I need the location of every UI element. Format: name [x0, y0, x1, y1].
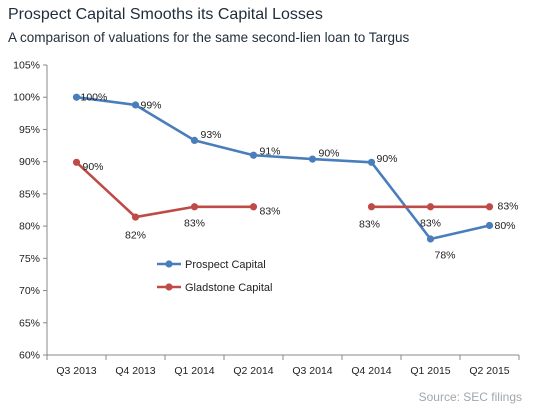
x-tick-label: Q3 2014 — [292, 365, 332, 377]
data-point — [190, 136, 199, 144]
y-tick-label: 95% — [19, 124, 40, 136]
y-tick-label: 100% — [13, 92, 40, 104]
data-label: 99% — [141, 99, 162, 111]
x-tick-label: Q2 2014 — [233, 365, 273, 377]
y-tick-label: 90% — [19, 156, 40, 168]
chart-subtitle: A comparison of valuations for the same … — [8, 30, 410, 45]
legend-marker — [165, 260, 173, 268]
data-point — [72, 158, 81, 166]
series-line-gladstone — [75, 161, 254, 219]
data-label: 90% — [83, 161, 104, 173]
data-point — [367, 158, 376, 166]
data-label: 83% — [420, 217, 441, 229]
data-label: 80% — [495, 220, 516, 232]
data-point — [72, 93, 81, 101]
y-tick-label: 105% — [13, 60, 40, 72]
data-label: 78% — [435, 250, 456, 262]
series-line-prospect — [76, 95, 490, 241]
y-tick-label: 65% — [19, 317, 40, 329]
y-tick-label: 85% — [19, 188, 40, 200]
data-point — [367, 203, 376, 211]
data-point — [131, 213, 140, 221]
data-point — [249, 151, 258, 159]
x-tick-label: Q1 2015 — [410, 365, 450, 377]
data-point — [249, 203, 258, 211]
legend-label: Gladstone Capital — [185, 282, 272, 294]
data-label: 83% — [184, 217, 205, 229]
data-label: 93% — [201, 129, 222, 141]
y-tick-label: 60% — [19, 350, 40, 362]
data-point — [426, 235, 435, 243]
legend-label: Prospect Capital — [185, 259, 266, 271]
x-tick-label: Q4 2014 — [351, 365, 391, 377]
data-label: 83% — [359, 218, 380, 230]
y-tick-label: 70% — [19, 285, 40, 297]
data-label: 83% — [498, 200, 519, 212]
data-point — [131, 101, 140, 109]
data-label: 82% — [125, 230, 146, 242]
data-label: 100% — [81, 92, 108, 104]
x-tick-label: Q3 2013 — [56, 365, 96, 377]
data-label: 90% — [319, 148, 340, 160]
legend: Prospect Capital Gladstone Capital — [157, 259, 272, 294]
x-tick-label: Q4 2013 — [115, 365, 155, 377]
data-point — [426, 203, 435, 211]
data-label: 91% — [260, 146, 281, 158]
data-point — [190, 203, 199, 211]
series-lines — [72, 93, 494, 243]
data-label: 83% — [260, 205, 281, 217]
data-label: 90% — [377, 153, 398, 165]
y-tick-label: 75% — [19, 253, 40, 265]
data-labels: 100% 99% 93% 91% 90% 90% 78% 80% 90% 82% 83% 83% 83%… — [81, 92, 519, 262]
x-tick-label: Q2 2015 — [469, 365, 509, 377]
y-tick-label: 80% — [19, 221, 40, 233]
data-point — [308, 155, 317, 163]
data-point — [485, 221, 494, 230]
x-tick-label: Q1 2014 — [174, 365, 214, 377]
legend-marker — [165, 283, 173, 291]
chart-title: Prospect Capital Smooths its Capital Los… — [8, 6, 323, 23]
y-axis: 60% 65% 70% 75% 80% 85% 90% 95% 100% 105% — [13, 60, 48, 362]
source-note: Source: SEC filings — [418, 390, 522, 404]
x-axis: Q3 2013 Q4 2013 Q1 2014 Q2 2014 Q3 2014 Q4 20… — [46, 354, 520, 377]
data-point — [485, 203, 494, 211]
